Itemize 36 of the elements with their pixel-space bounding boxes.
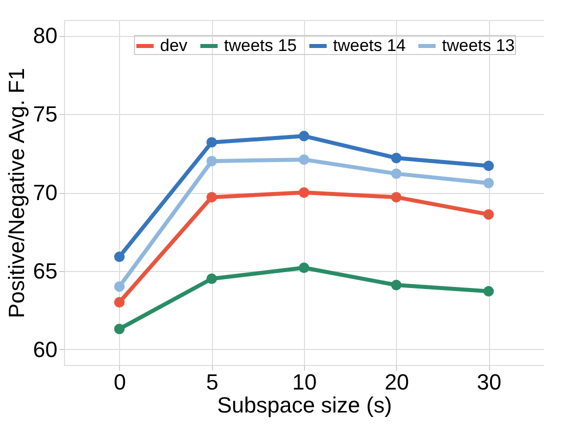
y-tick-label: 70 [33,180,58,205]
legend-label: tweets 13 [442,36,515,55]
y-tick-label: 60 [33,336,58,362]
point [114,252,125,262]
point [483,209,494,220]
point [391,152,402,164]
x-axis-title: Subspace size (s) [217,392,392,418]
y-axis-title: Positive/Negative Avg. F1 [4,68,30,318]
legend-label: dev [160,36,188,55]
legend-label: tweets 15 [224,36,297,55]
point [391,192,402,202]
y-tick-label: 75 [33,102,58,127]
point [298,130,310,142]
point [298,262,310,274]
x-tick-label: 0 [114,370,126,394]
point [391,280,402,290]
point [298,154,310,165]
point [206,274,217,284]
point [206,192,217,202]
point [391,168,402,179]
point [206,137,217,148]
legend-label: tweets 14 [333,36,406,55]
point [483,160,494,172]
point [114,297,125,308]
point [114,324,125,334]
y-tick-label: 80 [33,23,58,48]
point [483,286,494,297]
y-tick-label: 65 [33,258,58,284]
point [298,187,310,198]
x-tick-label: 20 [384,370,410,394]
point [483,178,494,188]
x-tick-label: 10 [292,370,317,394]
x-tick-label: 30 [476,370,502,394]
point [206,156,217,166]
point [114,281,125,292]
x-tick-label: 5 [206,370,218,394]
